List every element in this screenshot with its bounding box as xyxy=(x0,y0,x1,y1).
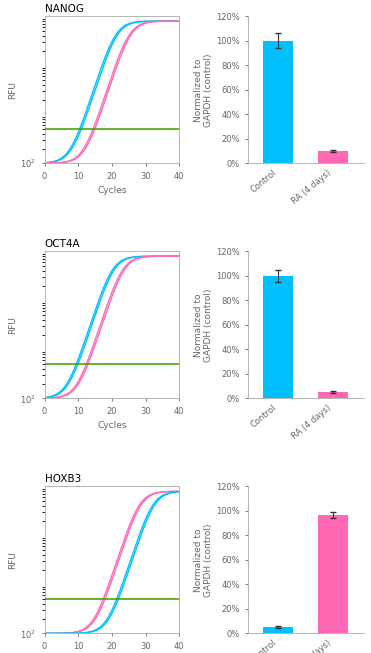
Bar xyxy=(263,40,293,163)
Text: NANOG: NANOG xyxy=(45,4,83,14)
Y-axis label: RFU: RFU xyxy=(9,316,17,334)
X-axis label: Cycles: Cycles xyxy=(97,421,127,430)
Y-axis label: Normalized to
GAPDH (control): Normalized to GAPDH (control) xyxy=(194,288,213,362)
Text: HOXB3: HOXB3 xyxy=(45,474,81,485)
Bar xyxy=(318,392,348,398)
Text: OCT4A: OCT4A xyxy=(45,239,80,249)
Y-axis label: Normalized to
GAPDH (control): Normalized to GAPDH (control) xyxy=(194,523,213,597)
Bar xyxy=(318,515,348,633)
Y-axis label: RFU: RFU xyxy=(9,551,17,569)
Y-axis label: RFU: RFU xyxy=(9,81,17,99)
Y-axis label: Normalized to
GAPDH (control): Normalized to GAPDH (control) xyxy=(194,53,213,127)
Bar xyxy=(318,151,348,163)
X-axis label: Cycles: Cycles xyxy=(97,186,127,195)
Bar xyxy=(263,276,293,398)
Bar xyxy=(263,628,293,633)
